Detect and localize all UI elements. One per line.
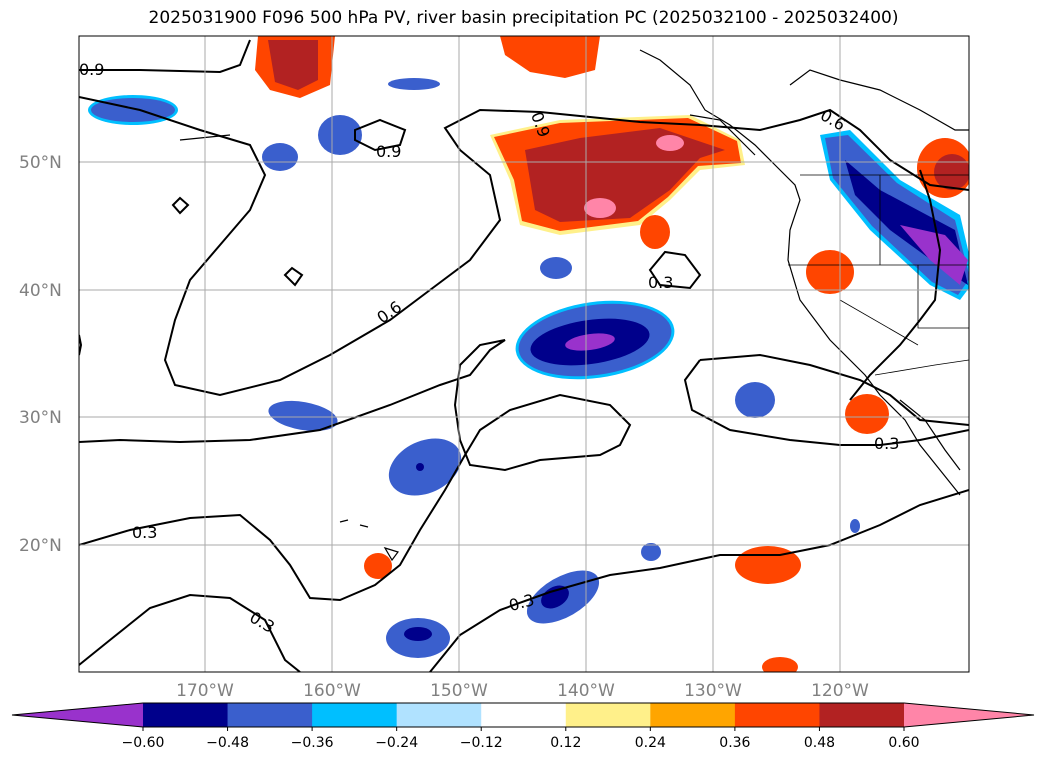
contour-label: 0.3 bbox=[648, 273, 673, 292]
longitude-labels: 170°W 160°W 150°W 140°W 130°W 120°W bbox=[176, 681, 869, 701]
colorbar-segment bbox=[819, 703, 905, 727]
colorbar-tick-label: −0.24 bbox=[375, 735, 418, 751]
lon-label-120w: 120°W bbox=[811, 681, 869, 701]
lon-label-160w: 160°W bbox=[303, 681, 361, 701]
map-plot-area: 0.9 0.9 0.9 0.6 0.6 0.3 0.3 0.3 0.3 0.3 bbox=[79, 36, 969, 672]
colorbar-extend-max bbox=[904, 703, 1034, 727]
colorbar-tick-label: −0.12 bbox=[460, 735, 503, 751]
coastlines bbox=[179, 49, 969, 562]
lat-label-50n: 50°N bbox=[19, 153, 62, 173]
map-frame bbox=[78, 35, 970, 673]
colorbar-tick-label: 0.12 bbox=[550, 735, 581, 751]
colorbar-tick-label: −0.60 bbox=[122, 735, 165, 751]
colorbar-segment bbox=[143, 703, 229, 727]
colorbar-extend-min bbox=[12, 703, 143, 727]
lat-label-40n: 40°N bbox=[19, 281, 62, 301]
colorbar-segment bbox=[734, 703, 820, 727]
map-title: 2025031900 F096 500 hPa PV, river basin … bbox=[148, 8, 899, 28]
contour-label: 0.9 bbox=[376, 142, 401, 161]
contour-label: 0.3 bbox=[132, 523, 157, 542]
contour-label: 0.6 bbox=[817, 105, 849, 134]
colorbar-tick-label: 0.36 bbox=[719, 735, 750, 751]
lon-label-140w: 140°W bbox=[557, 681, 615, 701]
lat-label-20n: 20°N bbox=[19, 536, 62, 556]
pv-contours bbox=[79, 39, 969, 672]
lat-label-30n: 30°N bbox=[19, 408, 62, 428]
lon-label-130w: 130°W bbox=[684, 681, 742, 701]
colorbar-tick-label: −0.36 bbox=[291, 735, 334, 751]
lon-label-170w: 170°W bbox=[176, 681, 234, 701]
colorbar-segment bbox=[312, 703, 398, 727]
latitude-labels: 50°N 40°N 30°N 20°N bbox=[19, 153, 62, 556]
contour-label: 0.9 bbox=[79, 60, 104, 79]
colorbar-segment bbox=[481, 703, 567, 727]
colorbar-tick-label: 0.60 bbox=[888, 735, 919, 751]
positive-precip-anomalies bbox=[255, 36, 969, 672]
colorbar-segment bbox=[396, 703, 482, 727]
colorbar-segment bbox=[565, 703, 651, 727]
colorbar-segment bbox=[650, 703, 736, 727]
colorbar-tick-label: 0.24 bbox=[635, 735, 666, 751]
contour-label: 0.6 bbox=[373, 297, 405, 327]
colorbar-tick-label: −0.48 bbox=[206, 735, 249, 751]
colorbar-segment bbox=[227, 703, 313, 727]
graticule bbox=[79, 36, 969, 672]
lon-label-150w: 150°W bbox=[430, 681, 488, 701]
contour-label: 0.3 bbox=[874, 434, 899, 453]
colorbar-tick-label: 0.48 bbox=[804, 735, 835, 751]
colorbar: −0.60 −0.48 −0.36 −0.24 −0.12 0.12 0.24 0.36 0.4… bbox=[11, 702, 1035, 751]
